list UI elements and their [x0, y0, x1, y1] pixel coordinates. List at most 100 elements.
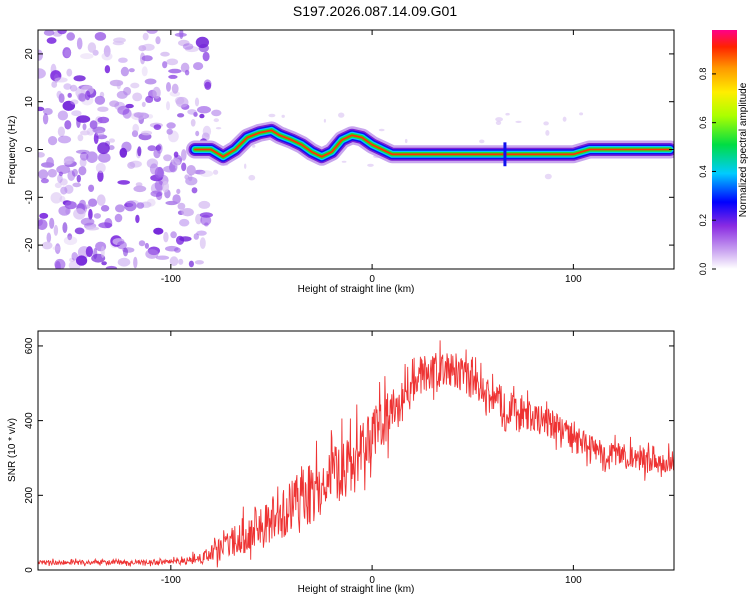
noise-blob — [38, 106, 45, 112]
noise-blob — [141, 101, 146, 108]
noise-blob — [176, 188, 181, 195]
snr-y-ticks: 0 200 400 600 — [24, 337, 674, 573]
noise-blob — [130, 82, 140, 89]
noise-blob — [199, 212, 213, 218]
noise-blob — [129, 160, 142, 168]
noise-blob — [171, 158, 181, 166]
spectrogram-x-axis-label: Height of straight line (km) — [298, 284, 415, 295]
noise-blob — [73, 208, 86, 220]
spectrogram-ytick-label: 10 — [24, 96, 35, 108]
noise-blob — [63, 83, 72, 90]
noise-blob — [57, 126, 65, 137]
noise-blob — [42, 113, 49, 125]
noise-blob — [54, 77, 68, 83]
noise-blob — [131, 130, 139, 138]
noise-blob — [109, 79, 124, 87]
noise-blob — [156, 143, 163, 154]
noise-blob — [62, 100, 76, 111]
noise-blob — [200, 214, 212, 226]
noise-blob — [187, 109, 197, 115]
noise-blob — [64, 120, 72, 130]
noise-speck — [281, 114, 285, 118]
spectrogram-ytick-label: 0 — [24, 146, 35, 152]
noise-blob — [38, 49, 43, 61]
noise-blob — [166, 128, 173, 135]
noise-blob — [97, 170, 104, 182]
noise-blob — [58, 93, 65, 103]
noise-blob — [71, 252, 78, 261]
noise-blob — [56, 165, 71, 174]
noise-blob — [50, 192, 63, 204]
noise-blob — [195, 130, 200, 137]
noise-blob — [153, 227, 164, 235]
noise-blob — [38, 68, 46, 79]
noise-blob — [54, 243, 61, 255]
noise-blob — [75, 149, 90, 154]
noise-blob — [57, 110, 69, 121]
snr-panel: -100 0 100 0 200 400 600 Height of straight l… — [7, 330, 675, 595]
noise-blob — [160, 51, 170, 57]
noise-blob — [181, 162, 187, 172]
snr-xtick-label: -100 — [161, 575, 181, 586]
spectrogram-xtick-label: -100 — [161, 274, 181, 285]
noise-blob — [63, 156, 75, 165]
noise-blob — [70, 99, 79, 105]
noise-blob — [78, 93, 87, 102]
noise-blobs — [38, 30, 584, 269]
noise-blob — [126, 200, 140, 209]
noise-blob — [78, 166, 87, 176]
noise-blob — [152, 86, 161, 99]
noise-blob — [184, 46, 199, 53]
noise-blob — [39, 212, 49, 219]
noise-speck — [338, 112, 345, 118]
noise-speck — [495, 120, 502, 125]
noise-blob — [96, 194, 106, 206]
noise-blob — [184, 174, 190, 180]
noise-blob — [128, 68, 135, 73]
noise-blob — [57, 174, 63, 184]
noise-speck — [213, 118, 219, 123]
noise-blob — [58, 171, 64, 177]
noise-blob — [194, 260, 204, 265]
noise-speck — [505, 112, 510, 116]
noise-blob — [193, 169, 206, 175]
noise-blob — [94, 95, 106, 105]
noise-blob — [54, 182, 62, 189]
noise-blob — [141, 130, 153, 136]
noise-blob — [156, 191, 163, 201]
noise-blob — [97, 142, 110, 155]
noise-blob — [46, 232, 52, 243]
noise-blob — [85, 226, 100, 231]
noise-blob — [188, 260, 194, 268]
snr-ytick-label: 0 — [24, 567, 35, 573]
noise-blob — [191, 187, 198, 194]
noise-blob — [114, 213, 123, 223]
noise-blob — [146, 198, 156, 207]
noise-blob — [132, 123, 139, 134]
spectrogram-xtick-label: 0 — [369, 274, 375, 285]
colorbar-tick-label: 0.2 — [698, 214, 708, 227]
noise-blob — [127, 161, 136, 169]
noise-blob — [54, 258, 66, 269]
noise-blob — [120, 66, 129, 77]
noise-blob — [135, 214, 140, 224]
noise-blob — [80, 130, 90, 136]
noise-blob — [100, 205, 110, 212]
noise-speck — [495, 117, 503, 122]
noise-blob — [177, 113, 185, 118]
noise-blob — [204, 81, 212, 90]
spectrogram-ytick-label: 20 — [24, 48, 35, 60]
noise-blob — [149, 163, 159, 175]
noise-blob — [179, 236, 192, 242]
snr-xtick-label: 0 — [369, 575, 375, 586]
noise-blob — [89, 120, 98, 130]
noise-blob — [211, 109, 222, 117]
spectrogram-y-axis-label: Frequency (Hz) — [7, 116, 18, 185]
noise-blob — [142, 32, 149, 41]
noise-blob — [202, 125, 212, 138]
snr-plot-area — [38, 340, 674, 568]
colorbar-ticks: 0.0 0.2 0.4 0.6 0.8 — [698, 68, 716, 275]
noise-blob — [64, 49, 71, 58]
noise-blob — [199, 170, 214, 178]
